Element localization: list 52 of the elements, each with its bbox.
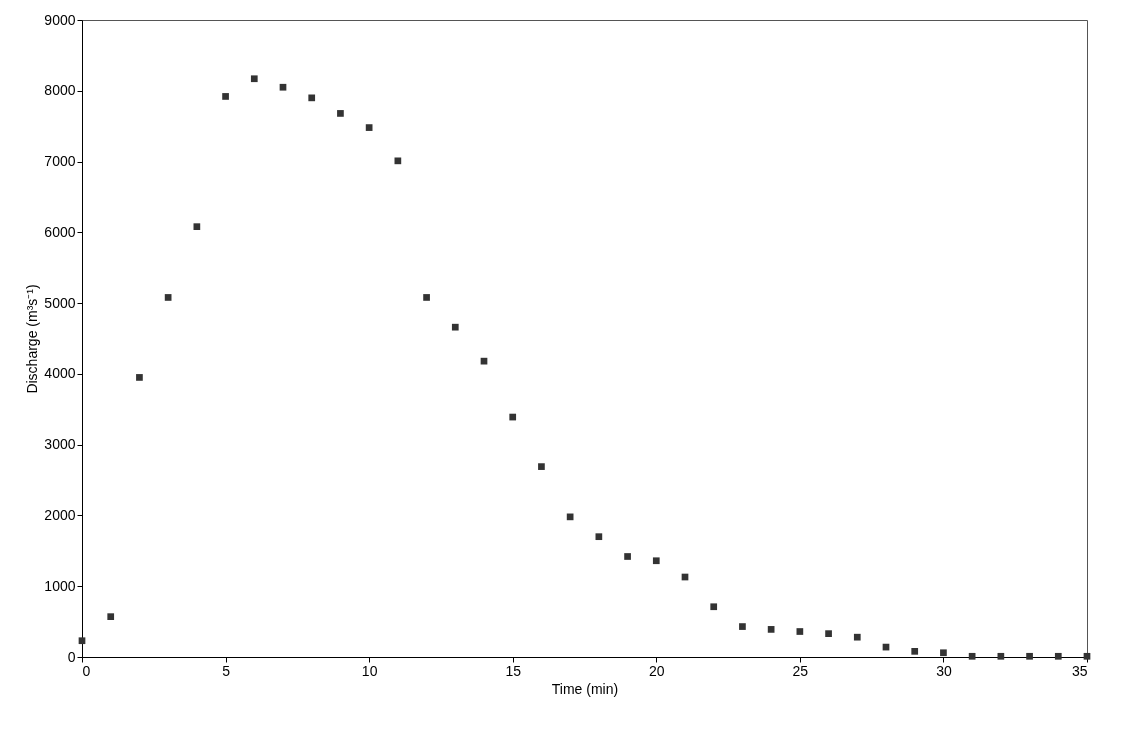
x-axis-title: Time (min) bbox=[551, 680, 619, 697]
point bbox=[911, 647, 919, 655]
y-tick-label: 6000 bbox=[44, 223, 76, 240]
point bbox=[78, 637, 86, 645]
y-tick-label: 7000 bbox=[44, 153, 76, 170]
point bbox=[337, 110, 344, 117]
y-tick-label: 4000 bbox=[44, 365, 76, 382]
point bbox=[394, 157, 402, 165]
y-tick-label: 1000 bbox=[44, 577, 76, 594]
point bbox=[739, 623, 746, 630]
x-tick-label: 5 bbox=[222, 662, 231, 679]
point bbox=[710, 603, 718, 611]
x-tick-label: 20 bbox=[649, 662, 665, 679]
point bbox=[652, 557, 660, 565]
y-tick-label: 8000 bbox=[44, 82, 76, 99]
y-tick-label: 3000 bbox=[44, 436, 76, 453]
point bbox=[825, 630, 832, 637]
y-tick-label: 2000 bbox=[44, 506, 76, 523]
point bbox=[1054, 652, 1062, 660]
y-tick-label: 9000 bbox=[44, 11, 76, 28]
point bbox=[767, 626, 775, 633]
x-tick-label: 0 bbox=[82, 662, 91, 679]
point bbox=[624, 553, 631, 560]
point bbox=[509, 413, 517, 421]
point bbox=[365, 124, 373, 131]
point bbox=[279, 83, 287, 91]
point bbox=[308, 94, 316, 102]
point bbox=[968, 652, 976, 660]
point bbox=[940, 649, 947, 657]
point bbox=[796, 628, 804, 635]
x-tick-label: 10 bbox=[361, 662, 378, 679]
point bbox=[250, 75, 258, 83]
point bbox=[222, 93, 229, 100]
point bbox=[595, 533, 603, 541]
point bbox=[136, 374, 143, 381]
y-tick-label: 0 bbox=[67, 648, 76, 665]
y-tick-label: 5000 bbox=[44, 294, 76, 311]
x-tick-label: 25 bbox=[792, 662, 809, 679]
x-tick-label: 15 bbox=[505, 662, 522, 679]
x-tick-label: 30 bbox=[936, 662, 952, 679]
point bbox=[480, 357, 488, 365]
point bbox=[107, 613, 115, 621]
x-tick-label: 35 bbox=[1071, 662, 1088, 679]
point bbox=[451, 323, 459, 331]
point bbox=[423, 294, 430, 301]
point bbox=[164, 294, 172, 301]
point bbox=[1026, 652, 1033, 660]
point bbox=[997, 652, 1005, 660]
point bbox=[853, 633, 861, 641]
point bbox=[193, 223, 201, 231]
y-axis-title: Discharge (m³s⁻¹) bbox=[24, 284, 41, 394]
point bbox=[538, 463, 545, 470]
